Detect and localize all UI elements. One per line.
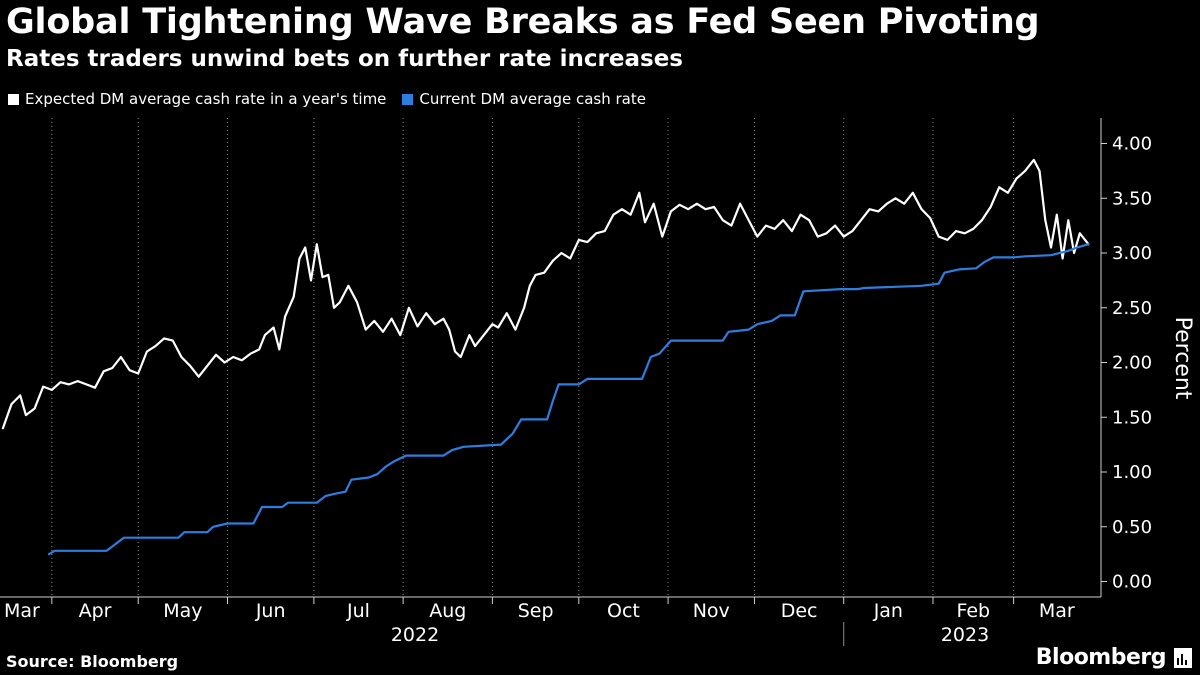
x-year-label-0: 2022 xyxy=(391,624,439,646)
y-tick-label-4: 2.00 xyxy=(1112,353,1152,374)
y-tick-label-5: 2.50 xyxy=(1112,298,1152,319)
x-month-label-4: Jul xyxy=(346,600,370,622)
x-month-label-3: Jun xyxy=(255,600,286,622)
legend-label-expected: Expected DM average cash rate in a year'… xyxy=(25,90,387,108)
series-line-current xyxy=(47,243,1090,556)
x-month-label-1: Apr xyxy=(79,600,112,622)
bloomberg-chart-icon xyxy=(1174,648,1192,668)
x-month-label-5: Aug xyxy=(429,600,466,622)
y-tick-label-3: 1.50 xyxy=(1112,407,1152,428)
y-tick-label-2: 1.00 xyxy=(1112,462,1152,483)
x-month-label-8: Nov xyxy=(693,600,730,622)
x-month-label-6: Sep xyxy=(518,600,554,622)
brand-logo: Bloomberg xyxy=(1035,645,1167,670)
legend-item-current: Current DM average cash rate xyxy=(402,90,646,108)
y-tick-label-7: 3.50 xyxy=(1112,188,1152,209)
legend-item-expected: Expected DM average cash rate in a year'… xyxy=(8,90,386,108)
x-month-label-12: Mar xyxy=(1039,600,1075,622)
legend: Expected DM average cash rate in a year'… xyxy=(8,90,646,108)
x-month-label-10: Jan xyxy=(873,600,903,622)
x-month-label-2: May xyxy=(163,600,202,622)
y-axis-title: Percent xyxy=(1170,317,1195,400)
legend-swatch-expected xyxy=(8,93,19,105)
source-note: Source: Bloomberg xyxy=(6,652,179,671)
x-month-label-11: Feb xyxy=(956,600,990,622)
y-tick-label-8: 4.00 xyxy=(1112,134,1152,155)
chart-title: Global Tightening Wave Breaks as Fed See… xyxy=(6,2,1040,42)
chart-subtitle: Rates traders unwind bets on further rat… xyxy=(6,46,683,72)
x-month-label-9: Dec xyxy=(781,600,818,622)
y-tick-label-6: 3.00 xyxy=(1112,243,1152,264)
series-line-expected xyxy=(1,158,1090,430)
x-month-label-0: Mar xyxy=(4,600,40,622)
x-month-label-7: Oct xyxy=(607,600,640,622)
legend-label-current: Current DM average cash rate xyxy=(419,90,646,108)
legend-swatch-current xyxy=(402,93,414,105)
x-year-label-1: 2023 xyxy=(941,624,989,646)
y-tick-label-0: 0.00 xyxy=(1112,572,1152,593)
y-tick-label-1: 0.50 xyxy=(1112,517,1152,538)
